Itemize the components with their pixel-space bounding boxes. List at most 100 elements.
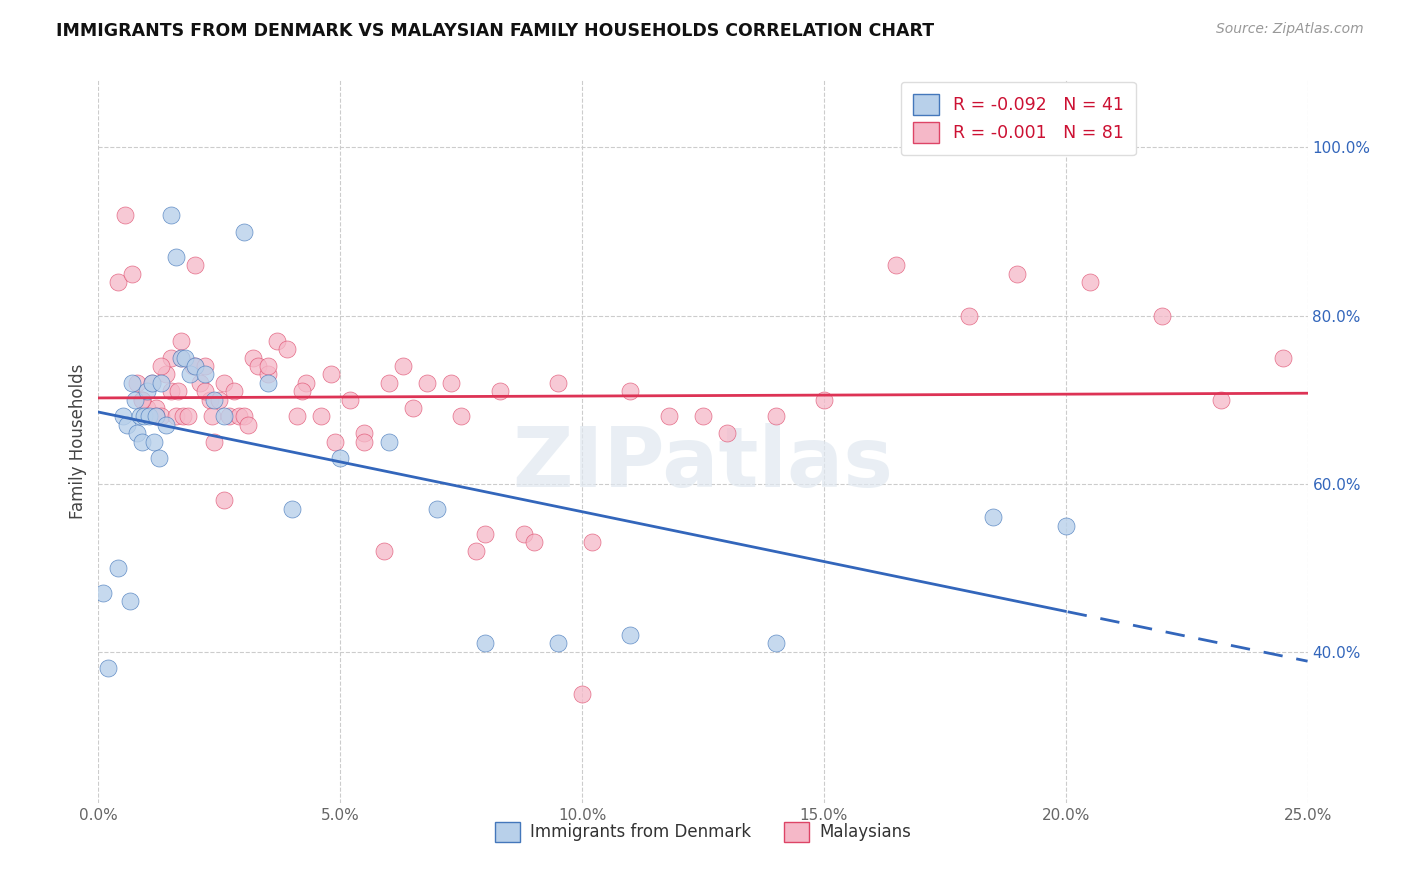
Point [128, 409, 150, 424]
Point [155, 368, 177, 382]
Point [141, 376, 163, 390]
Point [440, 376, 463, 390]
Point [658, 409, 681, 424]
Point [160, 351, 183, 365]
Point [134, 409, 156, 424]
Point [765, 409, 787, 424]
Point [107, 275, 129, 289]
Point [177, 409, 200, 424]
Point [150, 359, 173, 373]
Point [981, 510, 1004, 524]
Point [135, 384, 157, 398]
Point [1209, 392, 1232, 407]
Point [329, 451, 352, 466]
Point [547, 376, 569, 390]
Point [402, 401, 425, 415]
Point [238, 417, 260, 432]
Point [276, 342, 298, 356]
Point [290, 384, 312, 398]
Point [167, 384, 190, 398]
Point [619, 628, 641, 642]
Point [107, 560, 129, 574]
Point [353, 434, 375, 449]
Point [194, 384, 217, 398]
Point [489, 384, 512, 398]
Point [212, 409, 235, 424]
Point [285, 409, 308, 424]
Point [513, 527, 536, 541]
Point [194, 368, 217, 382]
Point [174, 351, 197, 365]
Point [131, 434, 153, 449]
Point [295, 376, 318, 390]
Point [886, 258, 908, 272]
Point [201, 409, 224, 424]
Point [188, 376, 211, 390]
Point [232, 225, 254, 239]
Point [91, 586, 114, 600]
Point [172, 409, 194, 424]
Point [325, 434, 347, 449]
Point [198, 392, 221, 407]
Point [160, 208, 183, 222]
Point [204, 434, 226, 449]
Point [377, 434, 399, 449]
Point [474, 636, 496, 650]
Point [131, 392, 153, 407]
Point [169, 351, 191, 365]
Point [124, 392, 146, 407]
Point [145, 409, 167, 424]
Point [212, 493, 235, 508]
Point [121, 376, 143, 390]
Point [309, 409, 332, 424]
Point [145, 401, 167, 415]
Point [212, 376, 235, 390]
Point [138, 409, 160, 424]
Point [160, 384, 183, 398]
Point [232, 409, 254, 424]
Point [281, 501, 304, 516]
Point [319, 368, 342, 382]
Point [179, 368, 201, 382]
Point [150, 409, 173, 424]
Point [242, 351, 264, 365]
Point [208, 392, 231, 407]
Point [155, 417, 177, 432]
Point [426, 501, 449, 516]
Point [256, 376, 278, 390]
Point [571, 687, 593, 701]
Point [222, 384, 245, 398]
Point [148, 451, 170, 466]
Point [450, 409, 472, 424]
Point [1152, 309, 1174, 323]
Point [131, 392, 153, 407]
Point [121, 267, 143, 281]
Point [165, 250, 187, 264]
Point [114, 208, 136, 222]
Point [716, 426, 738, 441]
Point [765, 636, 787, 650]
Point [127, 376, 149, 390]
Point [1054, 518, 1077, 533]
Point [619, 384, 641, 398]
Point [692, 409, 714, 424]
Point [169, 351, 191, 365]
Point [373, 543, 395, 558]
Text: ZIPatlas: ZIPatlas [513, 423, 893, 504]
Text: Source: ZipAtlas.com: Source: ZipAtlas.com [1216, 22, 1364, 37]
Text: IMMIGRANTS FROM DENMARK VS MALAYSIAN FAMILY HOUSEHOLDS CORRELATION CHART: IMMIGRANTS FROM DENMARK VS MALAYSIAN FAM… [56, 22, 935, 40]
Point [1078, 275, 1101, 289]
Point [218, 409, 240, 424]
Point [1007, 267, 1029, 281]
Point [97, 661, 120, 675]
Point [184, 258, 207, 272]
Point [957, 309, 980, 323]
Point [523, 535, 546, 549]
Point [117, 417, 139, 432]
Point [169, 334, 191, 348]
Point [581, 535, 603, 549]
Point [813, 392, 835, 407]
Point [464, 543, 486, 558]
Point [194, 359, 217, 373]
Point [143, 434, 166, 449]
